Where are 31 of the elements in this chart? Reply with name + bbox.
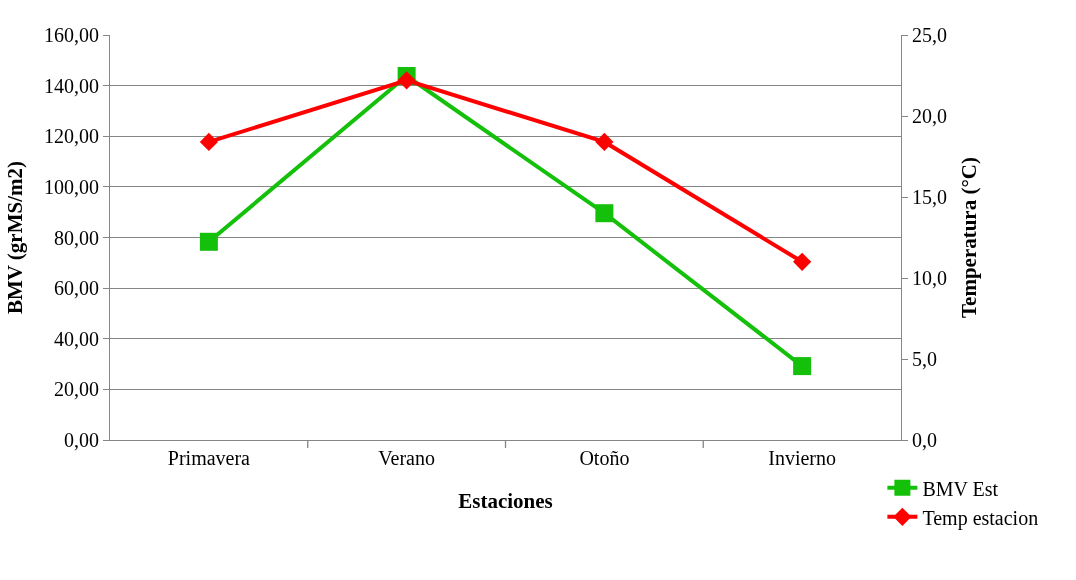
legend-label: Temp estacion	[922, 506, 1039, 530]
legend-label: BMV Est	[922, 477, 999, 500]
y2-tick-label: 10,0	[912, 267, 947, 289]
y2-tick-label: 25,0	[912, 24, 947, 46]
y2-axis-title: Temperatura (°C)	[957, 156, 982, 319]
point	[793, 252, 812, 271]
y2-tick-label: 20,0	[912, 105, 947, 127]
y-tick-label: 40,00	[54, 327, 99, 350]
point	[199, 232, 218, 251]
y-axis-title: BMV (grMS/m2)	[3, 160, 28, 314]
x-axis-title: Estaciones	[458, 489, 553, 514]
point	[199, 132, 218, 152]
y-tick-label: 20,00	[54, 378, 99, 401]
y2-tick-label: 5,0	[912, 348, 937, 370]
x-tick-label: Otoño	[579, 447, 630, 469]
point	[595, 204, 614, 223]
x-tick-label: Invierno	[768, 447, 837, 469]
y-tick-label: 140,00	[44, 74, 99, 97]
y-tick-label: 120,00	[44, 125, 99, 148]
y-tick-label: 160,00	[44, 24, 99, 46]
y2-tick-label: 0,0	[912, 429, 937, 451]
point	[595, 132, 614, 152]
x-tick-label: Primavera	[167, 447, 251, 469]
y-tick-label: 0,00	[64, 429, 99, 451]
y-tick-label: 100,00	[44, 175, 99, 198]
point	[793, 357, 812, 376]
x-tick-label: Verano	[378, 447, 435, 469]
point	[397, 71, 416, 90]
y2-tick-label: 15,0	[912, 186, 947, 208]
y-tick-label: 80,00	[54, 226, 99, 249]
y-tick-label: 60,00	[54, 277, 99, 300]
